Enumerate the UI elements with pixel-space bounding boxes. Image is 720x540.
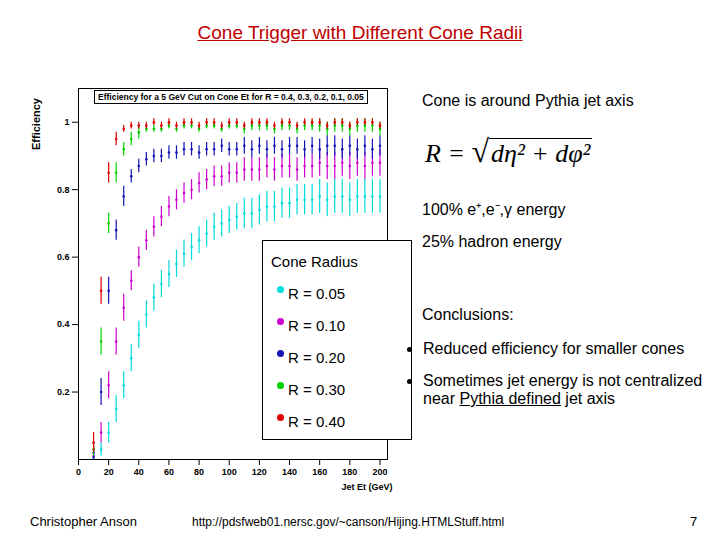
- html-text:R = 0.20: R = 0.20: [288, 349, 346, 366]
- html-text:R = 0.40: R = 0.40: [288, 413, 346, 430]
- svg-text:0.6: 0.6: [57, 252, 70, 262]
- svg-text:100: 100: [222, 467, 237, 477]
- html-text:Sometimes jet energy is not ce: Sometimes jet energy is not centralized …: [423, 372, 703, 407]
- svg-text:140: 140: [282, 467, 297, 477]
- html-text:Cone is around Pythia jet axis: Cone is around Pythia jet axis: [422, 92, 634, 109]
- svg-text:Jet Et (GeV): Jet Et (GeV): [341, 482, 392, 492]
- svg-text:80: 80: [194, 467, 204, 477]
- html-text:Cone Radius: Cone Radius: [271, 253, 358, 270]
- svg-text:0: 0: [76, 467, 81, 477]
- svg-text:1: 1: [64, 117, 69, 127]
- html-text:R = 0.30: R = 0.30: [288, 381, 346, 398]
- html-text:R = 0.05: R = 0.05: [288, 285, 346, 302]
- svg-text:0.2: 0.2: [57, 387, 70, 397]
- html-text:Efficiency: Efficiency: [30, 98, 42, 150]
- svg-text:120: 120: [252, 467, 267, 477]
- html-text:Cone Trigger with Different Co: Cone Trigger with Different Cone Radii: [197, 22, 523, 43]
- svg-text:60: 60: [164, 467, 174, 477]
- html-text:100% e⁺,e⁻,γ energy: 100% e⁺,e⁻,γ energy: [422, 201, 566, 218]
- html-text:Conclusions:: Conclusions:: [422, 306, 514, 323]
- html-text:http://pdsfweb01.nersc.gov/~ca: http://pdsfweb01.nersc.gov/~canson/Hijin…: [192, 515, 505, 529]
- svg-text:0.8: 0.8: [57, 185, 70, 195]
- html-text:Efficiency for a 5 GeV Cut on: Efficiency for a 5 GeV Cut on Cone Et fo…: [98, 92, 364, 102]
- svg-text:0.4: 0.4: [57, 319, 70, 329]
- html-text:Reduced efficiency for smaller: Reduced efficiency for smaller cones: [423, 340, 685, 357]
- html-text:25% hadron energy: 25% hadron energy: [422, 233, 562, 250]
- svg-text:180: 180: [342, 467, 357, 477]
- svg-text:20: 20: [104, 467, 114, 477]
- svg-text:40: 40: [134, 467, 144, 477]
- html-text:7: 7: [690, 514, 698, 529]
- html-text:R = 0.10: R = 0.10: [288, 317, 346, 334]
- svg-text:160: 160: [312, 467, 327, 477]
- html-text:R =√dη² + dφ²: R =√dη² + dφ²: [425, 133, 591, 169]
- svg-text:200: 200: [372, 467, 387, 477]
- html-text:Christopher Anson: Christopher Anson: [30, 514, 137, 529]
